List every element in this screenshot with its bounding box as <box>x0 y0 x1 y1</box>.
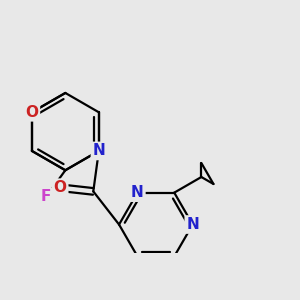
Text: O: O <box>54 180 67 195</box>
Text: N: N <box>186 217 199 232</box>
Text: N: N <box>92 143 105 158</box>
Text: O: O <box>26 105 38 120</box>
Text: N: N <box>131 185 144 200</box>
Text: F: F <box>41 189 51 204</box>
